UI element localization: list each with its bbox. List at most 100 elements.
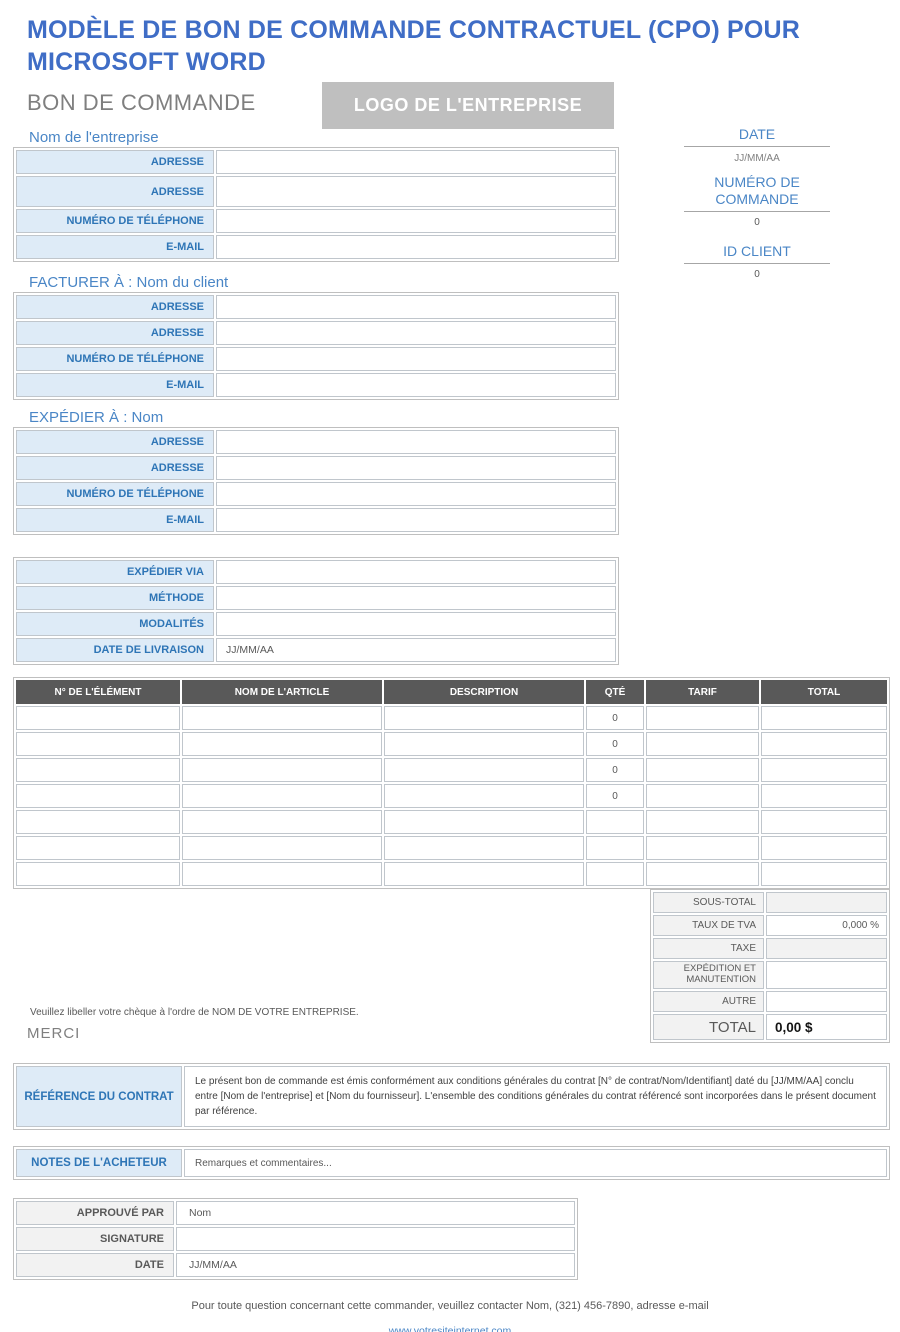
email-field[interactable]	[216, 373, 616, 397]
delivery-date-field[interactable]: JJ/MM/AA	[216, 638, 616, 662]
terms-field[interactable]	[216, 612, 616, 636]
shipping-handling-label: EXPÉDITION ET MANUTENTION	[653, 961, 764, 989]
article-cell[interactable]	[182, 758, 382, 782]
address-2-field[interactable]	[216, 321, 616, 345]
total-cell[interactable]	[761, 732, 887, 756]
order-number-field[interactable]: 0	[754, 217, 760, 228]
ship-to-heading: EXPÉDIER À : Nom	[29, 409, 164, 426]
signature-label: SIGNATURE	[16, 1227, 174, 1251]
phone-label: NUMÉRO DE TÉLÉPHONE	[16, 347, 214, 371]
description-cell[interactable]	[384, 810, 584, 834]
date-label: DATE	[684, 126, 830, 147]
website-link[interactable]: www.votresiteinternet.com	[388, 1325, 512, 1332]
qty-cell[interactable]	[586, 862, 644, 886]
email-field[interactable]	[216, 508, 616, 532]
table-row: TAUX DE TVA 0,000 %	[653, 915, 887, 936]
article-cell[interactable]	[182, 862, 382, 886]
price-cell[interactable]	[646, 758, 759, 782]
email-label: E-MAIL	[16, 373, 214, 397]
total-cell[interactable]	[761, 784, 887, 808]
item-no-header: N° DE L'ÉLÉMENT	[16, 680, 180, 704]
item-no-cell[interactable]	[16, 810, 180, 834]
bill-to-heading: FACTURER À : Nom du client	[29, 274, 229, 291]
bill-to-table: ADRESSE ADRESSE NUMÉRO DE TÉLÉPHONE E-MA…	[13, 292, 619, 400]
vat-rate-value[interactable]: 0,000 %	[766, 915, 887, 936]
date-field[interactable]: JJ/MM/AA	[734, 153, 780, 164]
client-id-field[interactable]: 0	[754, 269, 760, 280]
tax-value[interactable]	[766, 938, 887, 959]
phone-field[interactable]	[216, 347, 616, 371]
qty-cell[interactable]: 0	[586, 758, 644, 782]
article-cell[interactable]	[182, 836, 382, 860]
address-2-label: ADRESSE	[16, 176, 214, 207]
address-1-field[interactable]	[216, 430, 616, 454]
address-2-field[interactable]	[216, 456, 616, 480]
item-no-cell[interactable]	[16, 862, 180, 886]
item-no-cell[interactable]	[16, 732, 180, 756]
qty-cell[interactable]: 0	[586, 784, 644, 808]
subtotal-value[interactable]	[766, 892, 887, 913]
line-item-row: 0	[16, 732, 887, 756]
qty-cell[interactable]	[586, 836, 644, 860]
total-cell[interactable]	[761, 836, 887, 860]
qty-cell[interactable]: 0	[586, 732, 644, 756]
approved-by-field[interactable]: Nom	[176, 1201, 575, 1225]
description-cell[interactable]	[384, 758, 584, 782]
total-cell[interactable]	[761, 706, 887, 730]
phone-field[interactable]	[216, 209, 616, 233]
price-cell[interactable]	[646, 784, 759, 808]
price-cell[interactable]	[646, 862, 759, 886]
total-cell[interactable]	[761, 810, 887, 834]
address-1-field[interactable]	[216, 150, 616, 174]
description-cell[interactable]	[384, 706, 584, 730]
address-2-field[interactable]	[216, 176, 616, 207]
approval-table: APPROUVÉ PAR Nom SIGNATURE DATE JJ/MM/AA	[13, 1198, 578, 1280]
approval-date-label: DATE	[16, 1253, 174, 1277]
line-item-row	[16, 836, 887, 860]
qty-cell[interactable]	[586, 810, 644, 834]
table-row: RÉFÉRENCE DU CONTRAT Le présent bon de c…	[16, 1066, 887, 1127]
article-cell[interactable]	[182, 810, 382, 834]
table-row: NUMÉRO DE TÉLÉPHONE	[16, 482, 616, 506]
other-value[interactable]	[766, 991, 887, 1012]
item-no-cell[interactable]	[16, 758, 180, 782]
price-cell[interactable]	[646, 706, 759, 730]
contract-reference-section: RÉFÉRENCE DU CONTRAT Le présent bon de c…	[13, 1063, 890, 1130]
description-cell[interactable]	[384, 862, 584, 886]
delivery-date-label: DATE DE LIVRAISON	[16, 638, 214, 662]
article-cell[interactable]	[182, 784, 382, 808]
price-cell[interactable]	[646, 810, 759, 834]
table-row: EXPÉDITION ET MANUTENTION	[653, 961, 887, 989]
qty-cell[interactable]: 0	[586, 706, 644, 730]
price-cell[interactable]	[646, 732, 759, 756]
description-cell[interactable]	[384, 732, 584, 756]
signature-field[interactable]	[176, 1227, 575, 1251]
tax-label: TAXE	[653, 938, 764, 959]
article-cell[interactable]	[182, 706, 382, 730]
table-row: DATE JJ/MM/AA	[16, 1253, 575, 1277]
address-1-label: ADRESSE	[16, 430, 214, 454]
table-row: ADRESSE	[16, 150, 616, 174]
company-info-table: ADRESSE ADRESSE NUMÉRO DE TÉLÉPHONE E-MA…	[13, 147, 619, 262]
approval-date-field[interactable]: JJ/MM/AA	[176, 1253, 575, 1277]
email-field[interactable]	[216, 235, 616, 259]
method-field[interactable]	[216, 586, 616, 610]
item-no-cell[interactable]	[16, 836, 180, 860]
addresses-section: Nom de l'entreprise ADRESSE ADRESSE NUMÉ…	[0, 126, 900, 665]
document-footer: Pour toute question concernant cette com…	[0, 1300, 900, 1332]
ship-via-field[interactable]	[216, 560, 616, 584]
phone-field[interactable]	[216, 482, 616, 506]
total-cell[interactable]	[761, 862, 887, 886]
company-name-heading: Nom de l'entreprise	[29, 129, 159, 146]
total-cell[interactable]	[761, 758, 887, 782]
item-no-cell[interactable]	[16, 784, 180, 808]
address-1-field[interactable]	[216, 295, 616, 319]
shipping-handling-value[interactable]	[766, 961, 887, 989]
description-cell[interactable]	[384, 784, 584, 808]
buyer-notes-field[interactable]: Remarques et commentaires...	[184, 1149, 887, 1177]
item-no-cell[interactable]	[16, 706, 180, 730]
price-cell[interactable]	[646, 836, 759, 860]
article-cell[interactable]	[182, 732, 382, 756]
description-cell[interactable]	[384, 836, 584, 860]
